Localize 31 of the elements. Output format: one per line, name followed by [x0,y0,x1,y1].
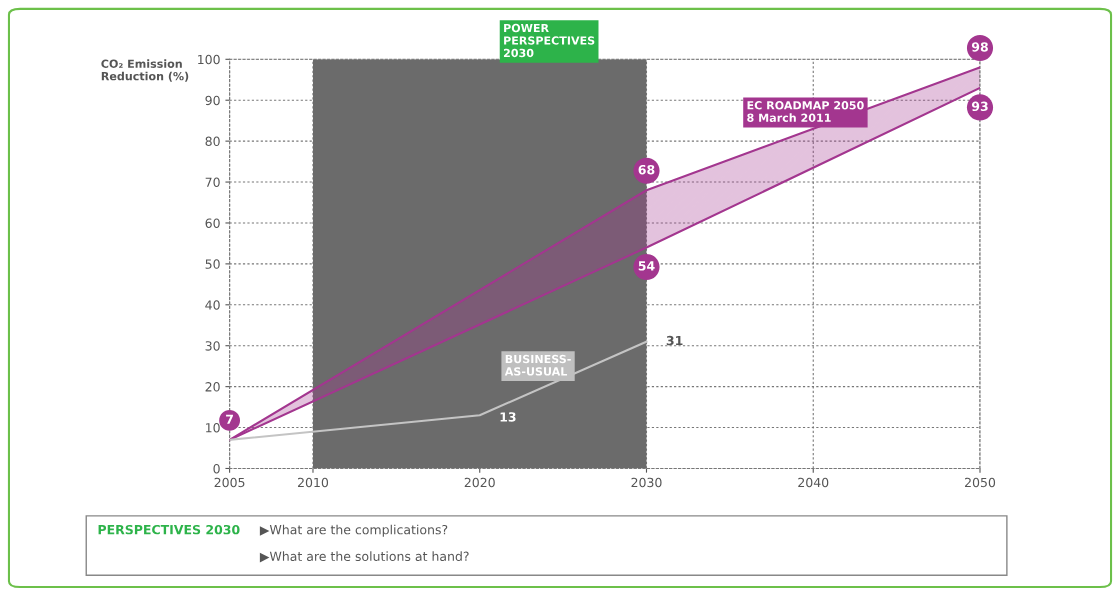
y-tick-label: 60 [205,218,220,228]
x-tick-label: 2020 [464,477,495,488]
data-label: 68 [638,164,655,175]
y-tick-label: 0 [213,463,220,474]
y-tick-label: 30 [205,341,220,351]
x-tick-label: 2010 [297,477,329,488]
data-label: 93 [971,101,988,112]
y-axis-title: CO₂ Emission Reduction (%) [101,59,189,82]
band-label: POWER PERSPECTIVES 2030 [503,23,595,58]
y-tick-label: 10 [206,423,220,433]
y-tick-label: 80 [205,136,220,147]
y-tick-label: 70 [205,177,220,187]
series-label: BUSINESS- AS-USUAL [504,354,571,376]
y-tick-label: 20 [205,382,220,392]
text: ▶What are the complications? [259,524,448,537]
data-label: 54 [638,261,655,271]
x-tick-label: 2040 [798,477,829,488]
text: PERSPECTIVES 2030 [98,524,240,535]
y-tick-label: 100 [198,54,220,65]
y-tick-label: 40 [205,300,220,310]
y-tick-label: 50 [205,259,220,269]
series-label: EC ROADMAP 2050 8 March 2011 [747,101,864,122]
text: ▶What are the solutions at hand? [259,551,469,563]
data-label: 13 [500,412,516,422]
data-label: 7 [226,414,233,424]
data-label: 31 [666,335,683,346]
x-tick-label: 2005 [214,477,245,488]
x-tick-label: 2030 [631,477,662,488]
y-tick-label: 90 [205,95,220,106]
data-label: 98 [971,42,988,52]
x-tick-label: 2050 [965,477,996,488]
